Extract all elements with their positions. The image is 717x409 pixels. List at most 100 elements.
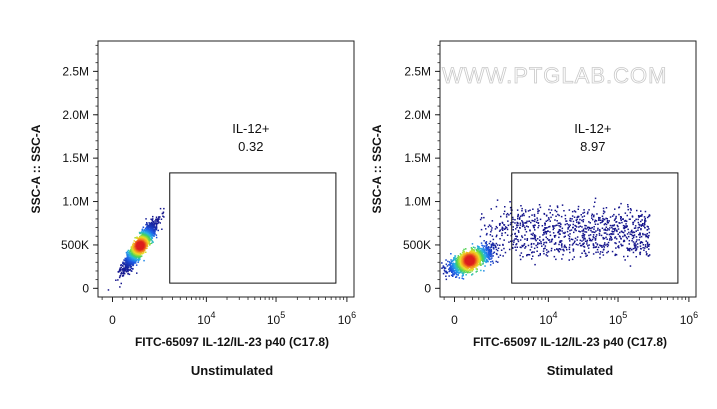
event-dot	[521, 221, 524, 223]
event-dot	[629, 208, 632, 210]
x-tick-label: 105	[609, 310, 627, 327]
event-dot	[522, 256, 524, 258]
event-dot	[450, 267, 452, 269]
event-dot	[543, 252, 545, 255]
event-dot	[616, 229, 618, 231]
event-dot	[464, 252, 466, 255]
event-dot	[442, 272, 445, 275]
event-dot	[576, 221, 578, 223]
event-dot	[557, 249, 559, 251]
event-dot	[532, 208, 534, 210]
event-dot	[564, 223, 567, 226]
event-dot	[485, 254, 487, 256]
event-dot	[562, 253, 564, 256]
event-dot	[563, 250, 565, 252]
event-dot	[577, 222, 580, 225]
event-dot	[646, 229, 648, 231]
event-dot	[573, 231, 575, 234]
event-dot	[626, 225, 628, 227]
gate-rectangle[interactable]	[511, 172, 679, 284]
event-dot	[484, 265, 486, 267]
event-dot	[461, 275, 464, 277]
event-dot	[536, 219, 539, 221]
event-dot	[629, 211, 632, 214]
event-dot	[647, 236, 649, 239]
event-dot	[501, 228, 503, 230]
x-axis-title: FITC-65097 IL-12/IL-23 p40 (C17.8)	[473, 335, 667, 349]
y-tick-label: 1.0M	[62, 195, 89, 209]
event-dot	[516, 246, 518, 248]
event-dot	[526, 239, 528, 241]
event-dot	[135, 264, 138, 266]
event-dot	[489, 254, 491, 256]
event-dot	[479, 262, 481, 264]
event-dot	[587, 229, 590, 231]
event-dot	[577, 244, 579, 246]
event-dot	[449, 264, 451, 266]
event-dot	[574, 228, 576, 230]
event-dot	[584, 240, 587, 242]
event-dot	[517, 229, 520, 232]
event-dot	[157, 229, 159, 232]
event-dot	[645, 235, 647, 238]
x-tick-label: 0	[451, 313, 458, 327]
gate-rectangle[interactable]	[169, 172, 337, 284]
event-dot	[132, 262, 134, 265]
event-dot	[579, 239, 582, 242]
event-dot	[482, 250, 484, 252]
event-dot	[119, 268, 122, 271]
event-dot	[550, 216, 552, 219]
event-dot	[521, 225, 524, 228]
event-dot	[622, 227, 625, 229]
event-dot	[561, 243, 563, 245]
event-dot	[592, 218, 594, 221]
event-dot	[147, 227, 149, 229]
event-dot	[132, 244, 134, 246]
event-dot	[504, 226, 507, 228]
event-dot	[643, 222, 646, 225]
event-dot	[606, 238, 608, 240]
event-dot	[618, 235, 621, 237]
event-dot	[571, 258, 574, 261]
event-dot	[606, 221, 609, 223]
event-dot	[499, 254, 502, 256]
event-dot	[474, 247, 476, 249]
event-dot	[468, 271, 470, 274]
event-dot	[633, 234, 636, 236]
event-dot	[622, 218, 624, 220]
event-dot	[624, 219, 627, 222]
event-dot	[463, 269, 466, 271]
event-dot	[488, 257, 491, 259]
event-dot	[634, 220, 636, 222]
event-dot	[479, 264, 482, 266]
event-dot	[482, 262, 484, 264]
event-dot	[546, 255, 549, 257]
event-dot	[562, 232, 565, 234]
event-dot	[512, 218, 514, 221]
event-dot	[480, 250, 482, 252]
event-dot	[534, 229, 536, 231]
event-dot	[464, 264, 467, 266]
event-dot	[605, 236, 607, 239]
event-dot	[124, 267, 126, 269]
event-dot	[591, 231, 593, 233]
event-dot	[644, 217, 646, 220]
event-dot	[579, 225, 582, 227]
event-dot	[554, 209, 556, 212]
event-dot	[620, 217, 622, 220]
event-dot	[121, 272, 123, 275]
event-dot	[622, 240, 625, 243]
event-dot	[537, 254, 540, 257]
event-dot	[454, 266, 456, 269]
event-dot	[481, 248, 483, 250]
event-dot	[556, 248, 558, 250]
event-dot	[523, 214, 525, 217]
event-dot	[616, 224, 619, 227]
event-dot	[142, 250, 145, 252]
event-dot	[119, 286, 121, 288]
event-dot	[470, 261, 473, 263]
event-dot	[148, 224, 150, 226]
event-dot	[455, 273, 458, 276]
event-dot	[153, 232, 155, 235]
event-dot	[519, 222, 522, 224]
